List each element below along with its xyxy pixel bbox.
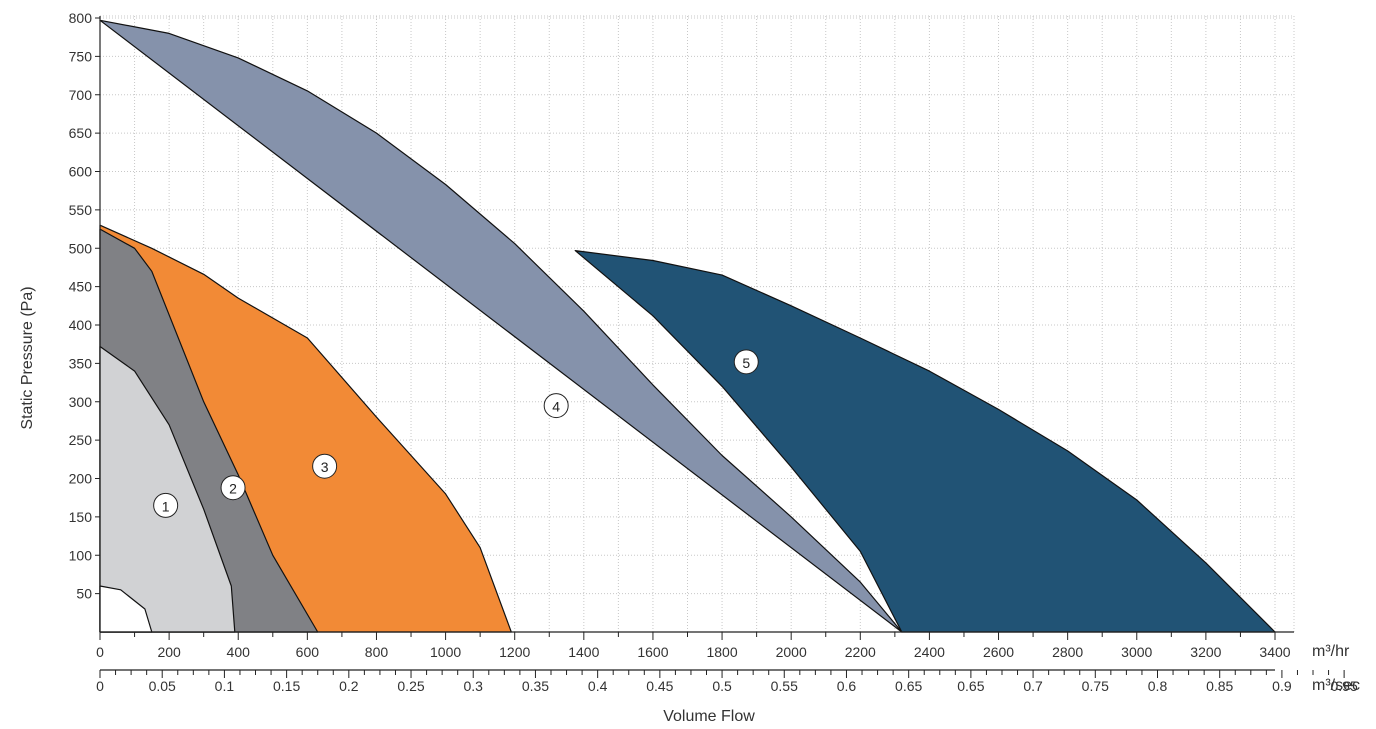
y-tick-label: 800 bbox=[69, 10, 93, 26]
x-tick-label: 2400 bbox=[914, 644, 945, 660]
y-tick-label: 450 bbox=[69, 279, 93, 295]
zone-area-5 bbox=[574, 250, 1276, 633]
axes: 5010015020025030035040045050055060065070… bbox=[69, 10, 1358, 694]
x-tick-label: 1400 bbox=[568, 644, 599, 660]
x-tick-label: 1800 bbox=[706, 644, 737, 660]
y-tick-label: 750 bbox=[69, 48, 93, 64]
x2-tick-label: 0.6 bbox=[837, 678, 857, 694]
x2-tick-label: 0.15 bbox=[273, 678, 300, 694]
x-tick-label: 2200 bbox=[845, 644, 876, 660]
zone-label-2: 2 bbox=[229, 481, 237, 497]
zone-marker-3 bbox=[312, 453, 338, 479]
zone-marker-5 bbox=[733, 349, 759, 375]
x2-tick-label: 0.05 bbox=[149, 678, 176, 694]
x-tick-label: 800 bbox=[365, 644, 389, 660]
zone-label-3: 3 bbox=[321, 459, 329, 475]
x-tick-label: 200 bbox=[157, 644, 181, 660]
x-axis-primary-unit: m³/hr bbox=[1312, 643, 1350, 660]
x-tick-label: 1000 bbox=[430, 644, 461, 660]
x2-tick-label: 0.85 bbox=[1206, 678, 1233, 694]
x2-tick-label: 0.8 bbox=[1148, 678, 1168, 694]
x2-tick-label: 0.55 bbox=[771, 678, 798, 694]
y-tick-label: 650 bbox=[69, 125, 93, 141]
y-tick-label: 350 bbox=[69, 355, 93, 371]
x-tick-label: 3200 bbox=[1190, 644, 1221, 660]
y-tick-label: 700 bbox=[69, 87, 93, 103]
y-tick-label: 500 bbox=[69, 240, 93, 256]
y-tick-label: 300 bbox=[69, 394, 93, 410]
x2-tick-label: 0.9 bbox=[1272, 678, 1292, 694]
zone-label-4: 4 bbox=[552, 399, 560, 415]
x-tick-label: 600 bbox=[296, 644, 320, 660]
x-tick-label: 2800 bbox=[1052, 644, 1083, 660]
x2-tick-label: 0.35 bbox=[522, 678, 549, 694]
x-tick-label: 0 bbox=[96, 644, 104, 660]
x-tick-label: 3000 bbox=[1121, 644, 1152, 660]
x2-tick-label: 0.4 bbox=[588, 678, 608, 694]
x2-tick-label: 0.2 bbox=[339, 678, 359, 694]
x-tick-label: 1600 bbox=[637, 644, 668, 660]
y-tick-label: 50 bbox=[76, 586, 92, 602]
y-tick-label: 600 bbox=[69, 164, 93, 180]
x-axis-secondary-unit: m³/sec bbox=[1312, 677, 1360, 694]
zone-area-4 bbox=[99, 19, 903, 633]
zone-marker-2 bbox=[220, 475, 246, 501]
x2-tick-label: 0.75 bbox=[1082, 678, 1109, 694]
curve-areas bbox=[99, 19, 1276, 633]
zone-marker-4 bbox=[543, 393, 569, 419]
x-axis-title: Volume Flow bbox=[663, 708, 755, 725]
zone-labels: 4 5 3 2 1 bbox=[153, 349, 759, 518]
y-tick-label: 200 bbox=[69, 471, 93, 487]
zone-label-1: 1 bbox=[162, 498, 170, 514]
x2-tick-label: 0.5 bbox=[712, 678, 732, 694]
y-tick-label: 100 bbox=[69, 547, 93, 563]
x2-tick-label: 0.95 bbox=[1330, 678, 1357, 694]
x2-tick-label: 0.45 bbox=[646, 678, 673, 694]
x2-tick-label: 0.7 bbox=[1023, 678, 1043, 694]
y-tick-label: 250 bbox=[69, 432, 93, 448]
x-tick-label: 2000 bbox=[776, 644, 807, 660]
zone-marker-1 bbox=[153, 492, 179, 518]
x2-tick-label: 0.65 bbox=[895, 678, 922, 694]
y-tick-label: 400 bbox=[69, 317, 93, 333]
x-tick-label: 400 bbox=[227, 644, 251, 660]
y-axis-title: Static Pressure (Pa) bbox=[19, 286, 36, 429]
x2-tick-label: 0.65 bbox=[957, 678, 984, 694]
x2-tick-label: 0.1 bbox=[215, 678, 235, 694]
zone-label-5: 5 bbox=[742, 355, 750, 371]
x-tick-label: 2600 bbox=[983, 644, 1014, 660]
y-tick-label: 150 bbox=[69, 509, 93, 525]
x-tick-label: 1200 bbox=[499, 644, 530, 660]
x2-tick-label: 0 bbox=[96, 678, 104, 694]
y-tick-label: 550 bbox=[69, 202, 93, 218]
x-tick-label: 3400 bbox=[1259, 644, 1290, 660]
x2-tick-label: 0.3 bbox=[464, 678, 484, 694]
x2-tick-label: 0.25 bbox=[397, 678, 424, 694]
